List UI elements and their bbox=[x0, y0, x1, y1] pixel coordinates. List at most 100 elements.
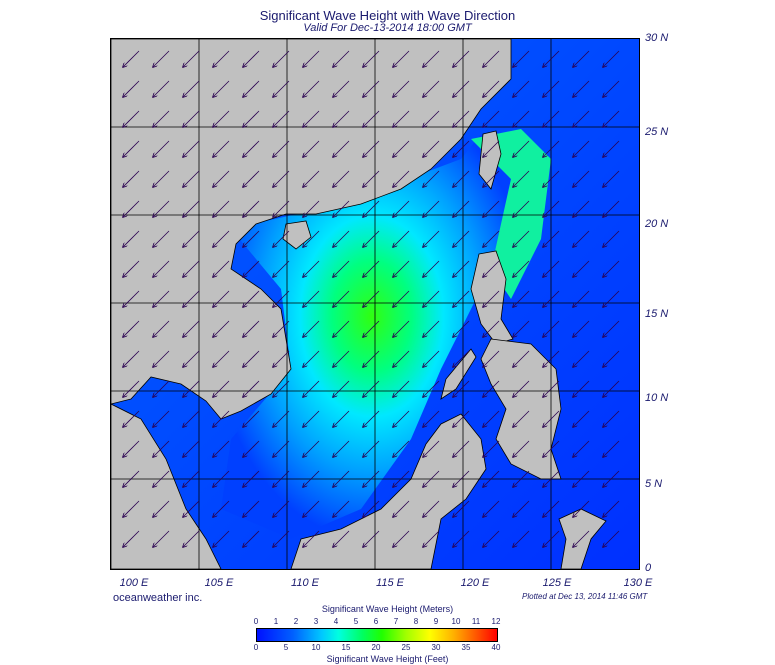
colorbar-tick: 25 bbox=[401, 643, 411, 652]
wave-arrow bbox=[573, 410, 590, 427]
wave-arrow bbox=[243, 140, 260, 157]
wave-arrow bbox=[153, 470, 170, 487]
wave-arrow bbox=[513, 320, 530, 337]
wave-arrow bbox=[183, 80, 200, 97]
wave-arrow bbox=[303, 350, 320, 367]
wave-arrow bbox=[423, 50, 440, 67]
wave-arrow bbox=[513, 230, 530, 247]
wave-arrow bbox=[363, 380, 380, 397]
wave-arrow bbox=[123, 200, 140, 217]
wave-arrow bbox=[123, 320, 140, 337]
wave-arrow bbox=[153, 140, 170, 157]
wave-arrow bbox=[213, 140, 230, 157]
wave-arrow bbox=[603, 290, 620, 307]
wave-arrow bbox=[573, 350, 590, 367]
wave-map bbox=[110, 38, 640, 570]
wave-arrow bbox=[543, 110, 560, 127]
wave-arrow bbox=[393, 350, 410, 367]
wave-arrow bbox=[213, 380, 230, 397]
colorbar-tick: 5 bbox=[283, 643, 289, 652]
wave-arrow bbox=[573, 500, 590, 517]
wave-arrow bbox=[243, 470, 260, 487]
wave-arrow bbox=[543, 260, 560, 277]
graticule bbox=[111, 39, 639, 569]
wave-arrow bbox=[363, 320, 380, 337]
wave-arrow bbox=[543, 500, 560, 517]
wave-arrow bbox=[243, 170, 260, 187]
wave-arrow bbox=[423, 110, 440, 127]
wave-arrow bbox=[453, 200, 470, 217]
wave-direction-arrows bbox=[123, 50, 620, 547]
lat-label-30n: 30 N bbox=[645, 32, 669, 44]
wave-arrow bbox=[573, 200, 590, 217]
wave-arrow bbox=[603, 380, 620, 397]
wave-arrow bbox=[243, 500, 260, 517]
wave-arrow bbox=[243, 110, 260, 127]
wave-arrow bbox=[423, 410, 440, 427]
wave-arrow bbox=[453, 470, 470, 487]
wave-arrow bbox=[363, 110, 380, 127]
wave-arrow bbox=[393, 290, 410, 307]
chart-subtitle: Valid For Dec-13-2014 18:00 GMT bbox=[303, 22, 472, 34]
wave-arrow bbox=[273, 260, 290, 277]
wave-arrow bbox=[303, 470, 320, 487]
wave-arrow bbox=[213, 320, 230, 337]
wave-arrow bbox=[303, 50, 320, 67]
wave-arrow bbox=[363, 410, 380, 427]
wave-arrow bbox=[513, 350, 530, 367]
wave-arrow bbox=[363, 170, 380, 187]
wave-arrow bbox=[513, 140, 530, 157]
wave-arrow bbox=[393, 110, 410, 127]
wave-arrow bbox=[183, 200, 200, 217]
wave-arrow bbox=[363, 200, 380, 217]
wave-arrow bbox=[273, 380, 290, 397]
wave-arrow bbox=[573, 290, 590, 307]
wave-arrow bbox=[333, 470, 350, 487]
wave-arrow bbox=[423, 170, 440, 187]
wave-arrow bbox=[573, 170, 590, 187]
wave-arrow bbox=[153, 410, 170, 427]
wave-arrow bbox=[543, 350, 560, 367]
wave-arrow bbox=[123, 140, 140, 157]
wave-arrow bbox=[243, 290, 260, 307]
wave-arrow bbox=[123, 170, 140, 187]
wave-arrow bbox=[333, 110, 350, 127]
wave-arrow bbox=[183, 410, 200, 427]
wave-arrow bbox=[333, 530, 350, 547]
lat-label-5n: 5 N bbox=[645, 478, 663, 490]
colorbar-tick: 10 bbox=[311, 643, 321, 652]
land-borneo bbox=[290, 413, 487, 569]
wave-arrow bbox=[393, 260, 410, 277]
wave-arrow bbox=[393, 80, 410, 97]
wave-arrow bbox=[363, 470, 380, 487]
wave-arrow bbox=[303, 440, 320, 457]
lon-label-125e: 125 E bbox=[542, 577, 572, 589]
wave-arrow bbox=[153, 110, 170, 127]
wave-arrow bbox=[423, 470, 440, 487]
colorbar-tick: 3 bbox=[313, 617, 319, 626]
wave-arrow bbox=[423, 440, 440, 457]
wave-arrow bbox=[393, 140, 410, 157]
wave-arrow bbox=[453, 80, 470, 97]
wave-arrow bbox=[333, 230, 350, 247]
wave-arrow bbox=[303, 80, 320, 97]
wave-arrow bbox=[423, 320, 440, 337]
wave-arrow bbox=[483, 410, 500, 427]
wave-arrow bbox=[123, 530, 140, 547]
wave-arrow bbox=[573, 50, 590, 67]
wave-arrow bbox=[543, 50, 560, 67]
lon-label-130e: 130 E bbox=[623, 577, 653, 589]
wave-arrow bbox=[123, 230, 140, 247]
wave-arrow bbox=[303, 170, 320, 187]
colorbar-title-feet: Significant Wave Height (Feet) bbox=[326, 654, 449, 664]
ocean-north bbox=[471, 129, 551, 299]
wave-arrow bbox=[183, 110, 200, 127]
colorbar-tick: 35 bbox=[461, 643, 471, 652]
wave-arrow bbox=[483, 500, 500, 517]
wave-arrow bbox=[123, 500, 140, 517]
wave-arrow bbox=[603, 440, 620, 457]
wave-arrow bbox=[273, 50, 290, 67]
wave-arrow bbox=[333, 140, 350, 157]
wave-arrow bbox=[243, 440, 260, 457]
wave-arrow bbox=[123, 290, 140, 307]
